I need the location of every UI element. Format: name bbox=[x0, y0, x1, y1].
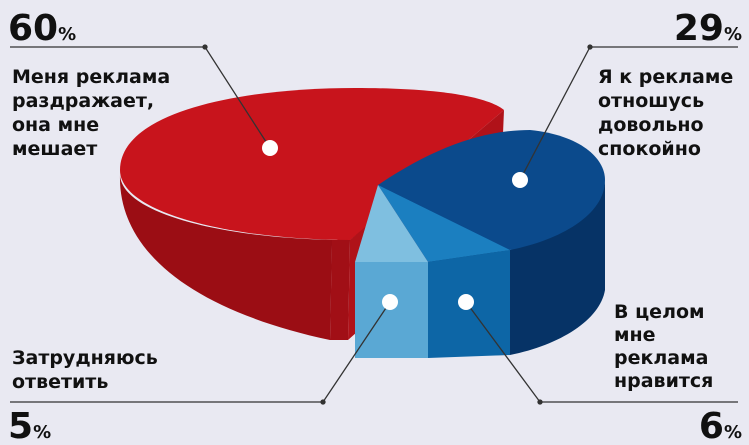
markers bbox=[262, 140, 528, 310]
slice-light bbox=[355, 185, 428, 358]
marker-light bbox=[382, 294, 398, 310]
slice-light-top bbox=[355, 185, 428, 262]
marker-red bbox=[262, 140, 278, 156]
label-red: Меня реклама раздражает, она мне мешает bbox=[12, 66, 177, 160]
percent-navy: 29% bbox=[674, 8, 742, 49]
marker-navy bbox=[512, 172, 528, 188]
leader-light-end bbox=[320, 399, 326, 405]
percent-mid: 6% bbox=[699, 406, 742, 445]
slice-red-side bbox=[119, 120, 502, 340]
slice-mid-top bbox=[378, 185, 510, 262]
label-light: Затрудняюсь ответить bbox=[12, 347, 164, 393]
marker-mid bbox=[458, 294, 474, 310]
percent-red: 60% bbox=[8, 8, 76, 49]
leader-navy-end bbox=[587, 44, 593, 50]
leader-mid-end bbox=[537, 399, 543, 405]
slice-red-cut-edge bbox=[330, 240, 350, 340]
percent-light: 5% bbox=[8, 406, 51, 445]
label-navy: Я к рекламе отношусь довольно спокойно bbox=[598, 66, 740, 160]
leader-red-end bbox=[202, 44, 208, 50]
label-mid: В целом мне реклама нравится bbox=[614, 301, 715, 392]
slice-light-side bbox=[355, 262, 428, 358]
slice-red-top bbox=[120, 88, 504, 240]
leader-lines bbox=[10, 44, 738, 405]
